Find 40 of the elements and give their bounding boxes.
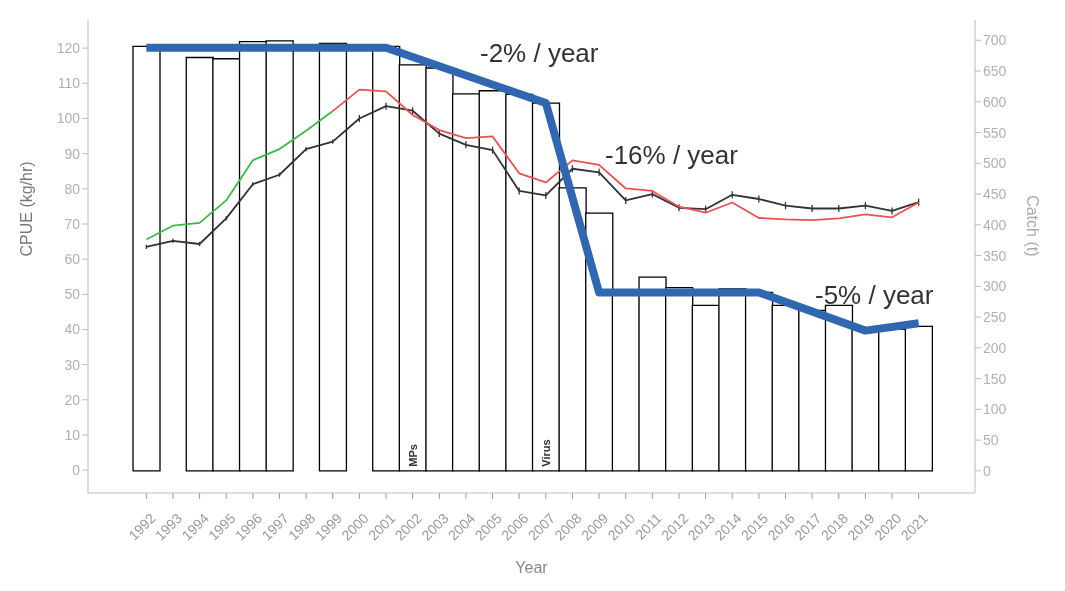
annotation: MPs bbox=[406, 444, 419, 467]
y2-tick-label: 200 bbox=[983, 339, 1007, 356]
bar bbox=[132, 45, 161, 472]
x-axis-title: Year bbox=[515, 559, 549, 576]
line-series bbox=[331, 88, 920, 221]
line-series bbox=[145, 110, 334, 241]
y-tick-label: 50 bbox=[64, 286, 81, 303]
y2-tick-label: 50 bbox=[983, 432, 999, 449]
y2-tick-label: 450 bbox=[983, 186, 1007, 203]
y2-tick-label: 100 bbox=[983, 401, 1007, 418]
y-axis-title: CPUE (kg/hr) bbox=[17, 161, 35, 257]
annotation: -2% / year bbox=[480, 38, 599, 68]
y-tick-label: 0 bbox=[72, 462, 81, 479]
y-tick-label: 90 bbox=[64, 145, 81, 162]
y-tick-label: 70 bbox=[64, 215, 81, 232]
y-tick-label: 100 bbox=[56, 110, 81, 127]
y-tick-label: 30 bbox=[64, 356, 81, 373]
annotation: Virus bbox=[539, 439, 552, 467]
y2-tick-label: 600 bbox=[983, 93, 1007, 110]
y-tick-label: 60 bbox=[64, 251, 81, 268]
y2-tick-label: 150 bbox=[983, 370, 1007, 387]
annotation: -5% / year bbox=[815, 280, 934, 310]
y-tick-label: 40 bbox=[64, 321, 81, 338]
bar bbox=[318, 42, 348, 472]
y-tick-label: 110 bbox=[57, 75, 81, 92]
y2-tick-label: 0 bbox=[983, 462, 991, 479]
y2-tick-label: 350 bbox=[983, 247, 1007, 264]
y-tick-label: 120 bbox=[56, 40, 81, 57]
y-tick-label: 10 bbox=[64, 426, 81, 443]
y2-tick-label: 550 bbox=[983, 124, 1007, 141]
y-tick-label: 20 bbox=[64, 391, 81, 408]
y2-tick-label: 300 bbox=[983, 278, 1007, 295]
y-tick-label: 80 bbox=[64, 180, 81, 197]
annotation: -16% / year bbox=[605, 140, 738, 170]
y2-axis-title: Catch (t) bbox=[1024, 195, 1042, 257]
y2-tick-label: 250 bbox=[983, 309, 1007, 326]
y2-tick-label: 400 bbox=[983, 216, 1007, 233]
y2-tick-label: 700 bbox=[983, 32, 1007, 49]
y2-tick-label: 650 bbox=[983, 63, 1007, 80]
y2-tick-label: 500 bbox=[983, 155, 1007, 172]
